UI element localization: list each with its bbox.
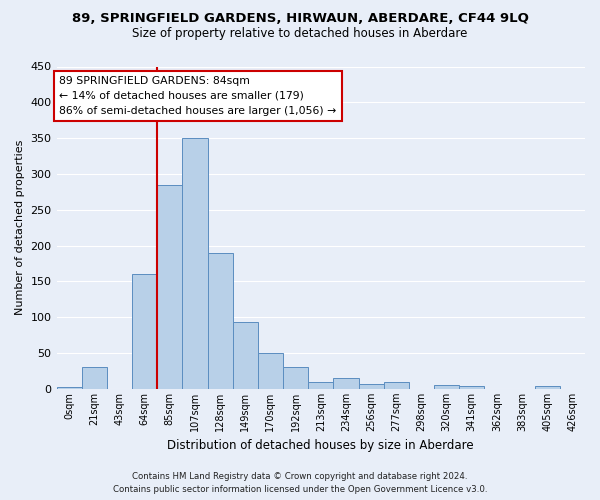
Text: 89, SPRINGFIELD GARDENS, HIRWAUN, ABERDARE, CF44 9LQ: 89, SPRINGFIELD GARDENS, HIRWAUN, ABERDA… bbox=[71, 12, 529, 26]
Bar bbox=[334, 378, 359, 389]
Bar bbox=[258, 353, 283, 389]
Bar bbox=[208, 253, 233, 389]
Bar bbox=[157, 184, 182, 389]
Y-axis label: Number of detached properties: Number of detached properties bbox=[15, 140, 25, 316]
Bar bbox=[459, 386, 484, 389]
Bar bbox=[233, 322, 258, 389]
Text: Contains HM Land Registry data © Crown copyright and database right 2024.
Contai: Contains HM Land Registry data © Crown c… bbox=[113, 472, 487, 494]
Bar bbox=[56, 386, 82, 389]
Bar bbox=[182, 138, 208, 389]
Bar bbox=[132, 274, 157, 389]
X-axis label: Distribution of detached houses by size in Aberdare: Distribution of detached houses by size … bbox=[167, 440, 474, 452]
Bar bbox=[434, 386, 459, 389]
Text: Size of property relative to detached houses in Aberdare: Size of property relative to detached ho… bbox=[133, 28, 467, 40]
Bar bbox=[383, 382, 409, 389]
Bar bbox=[283, 368, 308, 389]
Bar bbox=[82, 368, 107, 389]
Bar bbox=[308, 382, 334, 389]
Bar bbox=[359, 384, 383, 389]
Bar bbox=[535, 386, 560, 389]
Text: 89 SPRINGFIELD GARDENS: 84sqm
← 14% of detached houses are smaller (179)
86% of : 89 SPRINGFIELD GARDENS: 84sqm ← 14% of d… bbox=[59, 76, 337, 116]
